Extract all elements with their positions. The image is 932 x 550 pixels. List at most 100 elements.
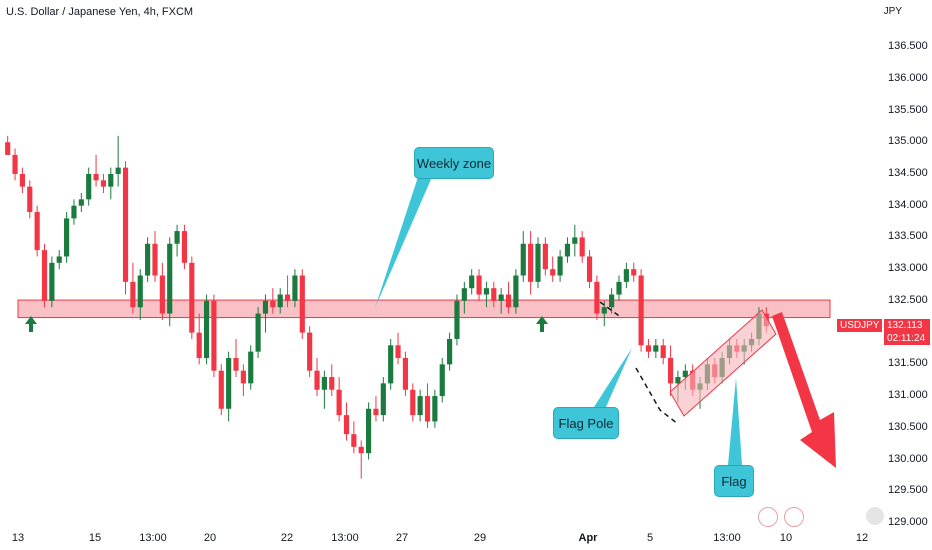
candle-body — [218, 370, 224, 409]
time-tick: 13:00 — [713, 532, 741, 544]
candle-body — [542, 243, 548, 270]
symbol-badge: USDJPY — [837, 319, 883, 332]
candle-body — [233, 358, 239, 371]
price-tick: 136.000 — [888, 71, 928, 84]
support-arrow-up — [536, 316, 548, 332]
support-arrow-up — [25, 316, 37, 332]
candle-body — [137, 275, 143, 308]
flag-pointer — [728, 378, 742, 465]
candle-body — [12, 154, 18, 174]
candle-body — [498, 294, 504, 301]
candle-body — [115, 167, 121, 174]
candle-body — [601, 307, 607, 314]
candle-body — [122, 167, 129, 282]
candle-body — [248, 351, 254, 384]
lightning-icon[interactable] — [758, 507, 778, 527]
time-tick: 5 — [646, 532, 654, 544]
flag-channel — [669, 309, 777, 417]
candle-body — [645, 345, 652, 352]
candle-body — [314, 370, 320, 390]
candle-body — [145, 243, 151, 276]
weekly-zone-layer — [17, 299, 831, 319]
candle-body — [535, 243, 541, 282]
time-tick: 20 — [203, 532, 217, 544]
candle-body — [609, 294, 615, 308]
flag-pole-callout: Flag Pole — [553, 407, 619, 439]
candle-body — [417, 396, 423, 416]
candle-body — [211, 300, 217, 371]
flag-pole-line — [599, 301, 623, 319]
candle-body — [424, 396, 431, 422]
currency-label: JPY — [883, 6, 902, 17]
time-tick: 29 — [473, 532, 487, 544]
price-tick: 130.500 — [888, 420, 928, 433]
price-tick: 134.000 — [888, 198, 928, 211]
candle-body — [461, 288, 467, 301]
candle-body — [34, 212, 40, 251]
price-tick: 133.500 — [888, 230, 928, 243]
candle-body — [321, 377, 327, 390]
candle-body — [402, 358, 408, 390]
candle-body — [454, 300, 460, 339]
candle-body — [64, 218, 70, 257]
candle-body — [240, 370, 246, 384]
candle-body — [505, 294, 512, 308]
bar-countdown: 02:11:24 — [884, 332, 930, 345]
price-tick: 134.500 — [888, 166, 928, 179]
candle-body — [196, 332, 202, 358]
candle-body — [86, 173, 92, 200]
candle-body — [130, 281, 136, 308]
candle-body — [380, 383, 386, 416]
time-tick: 13:00 — [331, 532, 359, 544]
price-tick: 133.000 — [888, 262, 928, 275]
time-tick: 15 — [88, 532, 102, 544]
last-price-label: 132.113 — [884, 319, 930, 332]
candle-body — [660, 345, 666, 358]
candle-body — [631, 269, 637, 276]
time-tick: 27 — [395, 532, 409, 544]
candle-body — [27, 186, 33, 213]
candle-body — [203, 300, 210, 358]
price-tick: 132.500 — [888, 293, 928, 306]
candle-body — [447, 338, 453, 365]
price-tick: 135.500 — [888, 103, 928, 116]
us-flag-icon[interactable] — [866, 507, 884, 525]
candle-body — [410, 389, 416, 416]
candle-body — [329, 377, 335, 390]
record-icon[interactable] — [784, 507, 804, 527]
candle-body — [292, 275, 298, 301]
candle-body — [49, 262, 55, 301]
projection-arrow — [772, 312, 836, 468]
price-tick: 136.500 — [888, 40, 928, 53]
candle-body — [78, 199, 84, 206]
candle-body — [469, 275, 475, 289]
candle-body — [373, 408, 379, 416]
candle-body — [557, 256, 563, 276]
candle-body — [520, 243, 526, 276]
candle-body — [513, 275, 519, 308]
price-tick: 129.000 — [888, 516, 928, 528]
time-tick: Apr — [578, 532, 598, 544]
chart-title: U.S. Dollar / Japanese Yen, 4h, FXCM — [6, 6, 194, 18]
candle-body — [653, 345, 659, 352]
time-tick: 22 — [280, 532, 294, 544]
candle-body — [366, 408, 372, 454]
candle-body — [181, 231, 188, 263]
candle-body — [388, 345, 394, 384]
candle-body — [159, 275, 165, 314]
candle-body — [432, 396, 438, 422]
candle-body — [277, 294, 283, 308]
candle-body — [93, 173, 99, 181]
candle-body — [675, 377, 681, 384]
candle-body — [255, 313, 261, 352]
candle-body — [71, 205, 77, 219]
candle-body — [594, 281, 600, 314]
candle-body — [189, 262, 195, 333]
candle-body — [41, 250, 48, 301]
candle-body — [351, 434, 357, 447]
weekly-zone-pointer — [375, 177, 432, 308]
candle-body — [299, 275, 305, 333]
candle-body — [586, 256, 593, 282]
candle-body — [152, 243, 158, 276]
